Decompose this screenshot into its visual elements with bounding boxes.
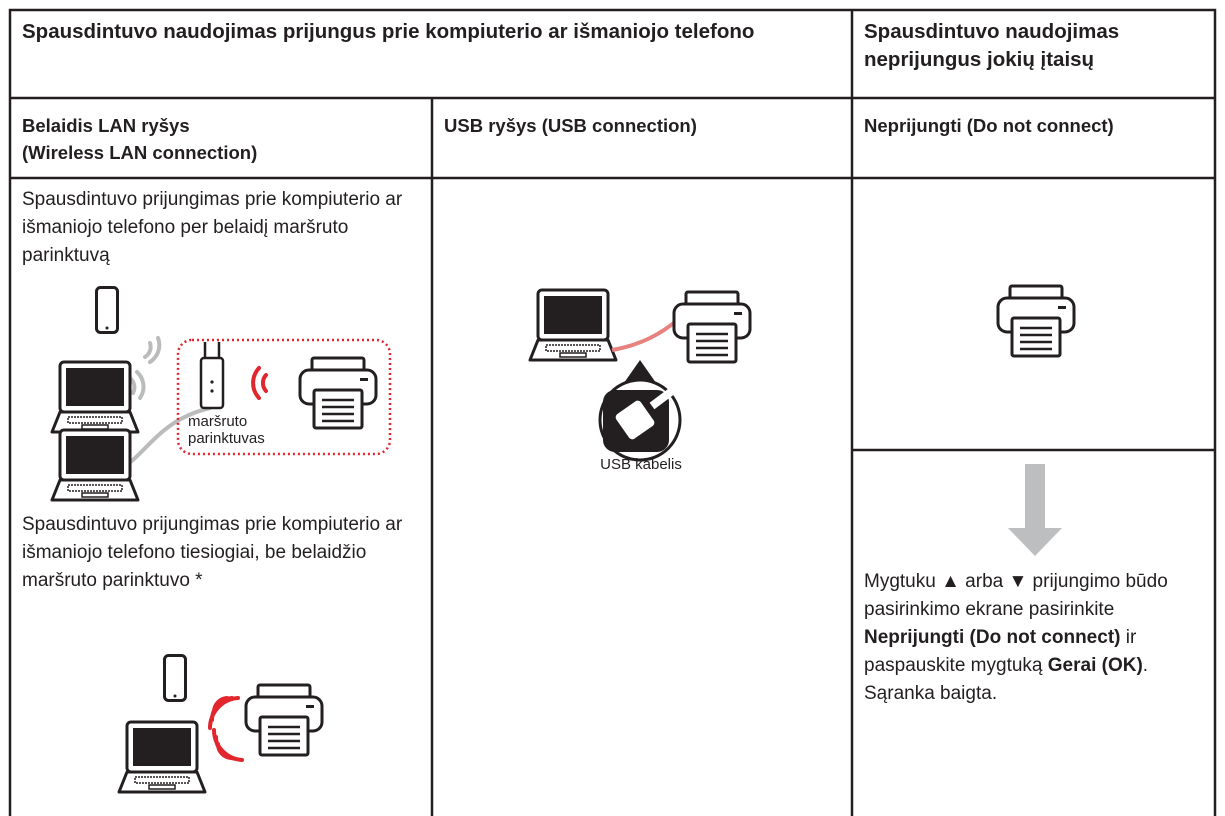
text: Mygtuku ▲ arba ▼ prijungimo būdo pasirin… (864, 571, 1168, 620)
column-heading: USB ryšys (USB connection) (444, 112, 697, 139)
bold-text: Neprijungti (Do not connect) (864, 627, 1121, 648)
section-title: Spausdintuvo naudojimas neprijungus joki… (864, 20, 1120, 71)
instruction: Mygtuku ▲ arba ▼ prijungimo būdo pasirin… (864, 568, 1209, 708)
heading-line: Belaidis LAN ryšys (22, 115, 190, 136)
text: . Sąranka baigta. (864, 655, 1149, 704)
column-heading: Neprijungti (Do not connect) (864, 112, 1114, 139)
section-title: Spausdintuvo naudojimas prijungus prie k… (22, 20, 755, 43)
column-heading: Belaidis LAN ryšys (Wireless LAN connecti… (22, 112, 257, 166)
heading-line: USB ryšys (USB connection) (444, 115, 697, 136)
icon-label: USB kabelis (600, 456, 682, 473)
text: ir paspauskite mygtuką (864, 627, 1137, 676)
heading-line: Neprijungti (Do not connect) (864, 115, 1114, 136)
bold-text: Gerai (OK) (1047, 655, 1143, 676)
body-text: Spausdintuvo prijungimas prie kompiuteri… (22, 514, 403, 591)
heading-line: (Wireless LAN connection) (22, 142, 258, 163)
body-text: Spausdintuvo prijungimas prie kompiuteri… (22, 189, 403, 266)
icon-label: maršruto parinktuvas (188, 413, 265, 447)
